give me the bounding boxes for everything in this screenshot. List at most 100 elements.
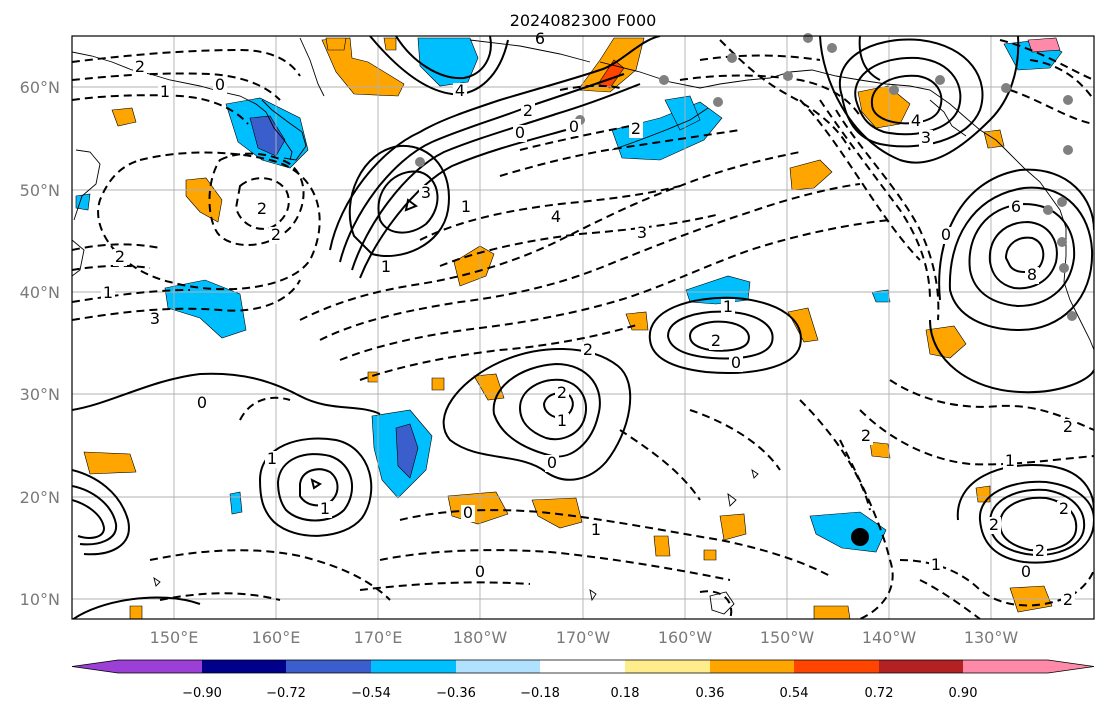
contour-label-bg: [1061, 592, 1075, 609]
contour-label-bg: [113, 249, 127, 266]
contour-label: 1: [267, 449, 277, 468]
colorbar-segment: [710, 660, 794, 673]
contour-label: 2: [135, 57, 145, 76]
contour-label-bg: [195, 395, 209, 412]
colorbar-segment: [371, 660, 456, 673]
contour-label: 2: [1063, 590, 1073, 609]
contour-label-bg: [929, 557, 943, 574]
contour-label: 1: [160, 82, 170, 101]
contour-label-bg: [521, 103, 535, 120]
contour-label-bg: [1003, 453, 1017, 470]
contour-label: 2: [271, 225, 281, 244]
colorbar-segment: [540, 660, 625, 673]
longitude-labels: 150°E 160°E 170°E 180°W 170°W 160°W 150°…: [150, 628, 1019, 647]
contour-label-bg: [859, 428, 873, 445]
contour-label-bg: [461, 505, 475, 522]
contour-label: 4: [455, 81, 465, 100]
contour-label: 1: [931, 555, 941, 574]
lon-tick: 150°E: [150, 628, 199, 647]
contour-label-bg: [545, 455, 559, 472]
colorbar-tick: −0.72: [266, 686, 306, 701]
lon-tick: 170°E: [354, 628, 403, 647]
contour-label-bg: [533, 31, 547, 48]
positive-contours: [72, 36, 1094, 619]
contour-label: 0: [515, 123, 525, 142]
contour-label: 1: [1005, 451, 1015, 470]
contour-label-bg: [567, 119, 581, 136]
colorbar-segment: [794, 660, 879, 673]
colorbar-segment: [118, 660, 202, 673]
contour-label: 2: [1063, 417, 1073, 436]
contour-label-bg: [581, 342, 595, 359]
colorbar-tick: 0.54: [780, 686, 809, 701]
colorbar: [71, 659, 1095, 674]
contour-label: 2: [115, 247, 125, 266]
contour-label: 0: [463, 503, 473, 522]
contour-label-bg: [589, 522, 603, 539]
lat-tick: 50°N: [20, 181, 60, 200]
colorbar-labels: −0.90 −0.72 −0.54 −0.36 −0.18 0.18 0.36 …: [182, 686, 977, 701]
colorbar-tick: −0.36: [436, 686, 476, 701]
contour-label-bg: [265, 451, 279, 468]
contour-label: 2: [861, 426, 871, 445]
lon-tick: 170°W: [556, 628, 611, 647]
lon-tick: 140°W: [862, 628, 917, 647]
contour-label: 1: [320, 499, 330, 518]
contour-label-bg: [629, 121, 643, 138]
negative-contours: [72, 39, 1094, 619]
colorbar-segment: [456, 660, 540, 673]
contour-label-bg: [1057, 501, 1071, 518]
contour-label: 1: [461, 197, 471, 216]
contour-label-bg: [1009, 199, 1023, 216]
contour-label: 3: [637, 223, 647, 242]
storm-center-marker: [851, 528, 869, 546]
lon-tick: 160°W: [658, 628, 713, 647]
contour-label: 2: [557, 383, 567, 402]
contour-label-bg: [318, 501, 332, 518]
contour-label-bg: [255, 201, 269, 218]
contour-label: 8: [1027, 265, 1037, 284]
contour-label-bg: [453, 83, 467, 100]
contour-label: 3: [421, 183, 431, 202]
map-frame: [71, 35, 1095, 620]
contour-label-bg: [473, 564, 487, 581]
contour-label: 0: [475, 562, 485, 581]
station-markers: [415, 33, 1077, 321]
contour-label-bg: [919, 130, 933, 147]
contour-label: 3: [150, 309, 160, 328]
colorbar-tick: −0.90: [182, 686, 222, 701]
contour-label: 4: [551, 207, 561, 226]
contour-label: 0: [731, 353, 741, 372]
colorbar-segment: [963, 660, 1048, 673]
colorbar-segment: [286, 660, 371, 673]
contour-label-bg: [1025, 267, 1039, 284]
colorbar-tick: −0.18: [520, 686, 560, 701]
contour-label-bg: [269, 227, 283, 244]
contour-label-bg: [1061, 419, 1075, 436]
lat-tick: 60°N: [20, 78, 60, 97]
contour-label-bg: [709, 333, 723, 350]
contour-label: 2: [1035, 541, 1045, 560]
contour-label: 0: [547, 453, 557, 472]
contour-label: 1: [591, 520, 601, 539]
contour-label-bg: [1033, 543, 1047, 560]
latitude-labels: 10°N 20°N 30°N 40°N 50°N 60°N: [20, 78, 60, 609]
contour-label: 3: [921, 128, 931, 147]
contour-label-bg: [635, 225, 649, 242]
contour-label-bg: [158, 84, 172, 101]
colorbar-tick: 0.18: [611, 686, 640, 701]
colorbar-outline: [71, 659, 1095, 674]
colorbar-tick: 0.36: [696, 686, 725, 701]
contour-label: 1: [103, 283, 113, 302]
contour-label: 0: [941, 225, 951, 244]
contour-label-bg: [939, 227, 953, 244]
contour-label-bg: [909, 113, 923, 130]
colorbar-tick: −0.54: [351, 686, 391, 701]
lon-tick: 160°E: [252, 628, 301, 647]
lat-tick: 10°N: [20, 590, 60, 609]
contour-label: 6: [1011, 197, 1021, 216]
contour-label-bg: [213, 77, 227, 94]
contour-label-bg: [133, 59, 147, 76]
contour-label-bg: [987, 517, 1001, 534]
